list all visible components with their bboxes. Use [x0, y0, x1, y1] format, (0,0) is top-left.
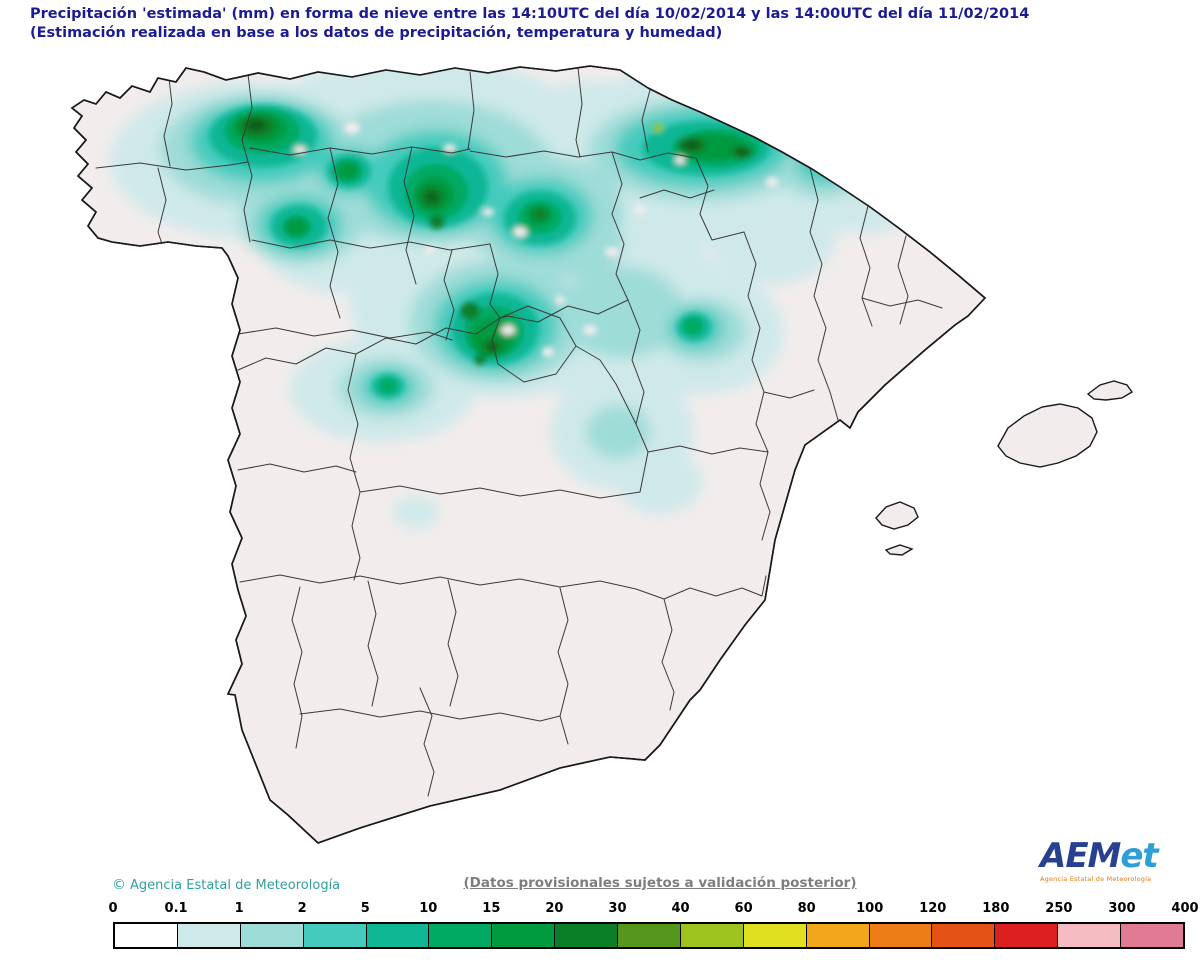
legend-segment: [115, 924, 177, 947]
precip-region-0: [444, 144, 456, 152]
legend-segment: [868, 924, 932, 947]
provisional-note: (Datos provisionales sujetos a validació…: [463, 875, 857, 891]
color-scale-ticks: 0 0.1 1 2 5 10 15 20 30 40 60 80 100 120 180 250 300 400: [108, 901, 1198, 918]
precip-region-0: [294, 146, 306, 154]
legend-tick-label: 120: [919, 901, 947, 916]
precip-region-0.1-1: [710, 200, 834, 284]
legend-tick-label: 10: [419, 901, 438, 916]
legend-tick-label: 5: [360, 901, 370, 916]
precip-region-0: [675, 156, 685, 164]
legend-segment: [742, 924, 806, 947]
legend-tick-label: 80: [797, 901, 816, 916]
precip-region-0: [501, 325, 515, 335]
island-ibiza: [875, 501, 919, 530]
aemet-logo-text: AEMet: [1040, 838, 1196, 874]
legend-segment: [365, 924, 429, 947]
aemet-logo-main: AEM: [1040, 836, 1121, 876]
precip-region-20-30-core: [487, 343, 497, 351]
precip-region-0: [634, 205, 646, 215]
legend-tick-label: 40: [671, 901, 690, 916]
legend-tick-label: 250: [1045, 901, 1073, 916]
precip-region-20-30-core: [247, 119, 265, 131]
legend-segment: [1057, 924, 1120, 947]
precip-region-10-15: [379, 378, 397, 394]
precip-region-0: [482, 208, 494, 216]
legend-tick-label: 20: [545, 901, 564, 916]
precip-region-1-2: [560, 266, 684, 358]
aemet-logo: AEMet Agencia Estatal de Meteorología: [1040, 838, 1196, 883]
legend-segment: [428, 924, 492, 947]
precip-region-20-30-core: [426, 192, 438, 202]
aemet-logo-subtext: Agencia Estatal de Meteorología: [1040, 875, 1152, 883]
legend-segment: [491, 924, 555, 947]
legend-segment: [931, 924, 995, 947]
precip-region-20-30-core: [684, 140, 700, 150]
legend-tick-label: 2: [297, 901, 307, 916]
legend-segment: [679, 924, 743, 947]
precip-region-15-20: [336, 162, 358, 180]
precip-region-20-30-core: [736, 148, 748, 156]
map-title: Precipitación 'estimada' (mm) en forma d…: [30, 5, 1029, 43]
precip-region-0.1-1: [618, 450, 702, 514]
precip-region-0: [513, 227, 527, 237]
balearic-islands: [875, 380, 1134, 556]
precip-region-20-30: [429, 215, 445, 229]
precip-region-40-60: [653, 124, 663, 132]
legend-segment: [617, 924, 680, 947]
precip-region-0: [605, 247, 619, 257]
precip-region-20-30: [460, 302, 480, 320]
legend-tick-label: 300: [1108, 901, 1136, 916]
precip-region-20-30: [533, 208, 547, 220]
precip-region-0: [542, 347, 554, 357]
legend-tick-label: 100: [856, 901, 884, 916]
legend-segment: [302, 924, 366, 947]
precip-region-0: [766, 177, 778, 187]
precip-region-0: [424, 246, 436, 254]
precip-region-0: [555, 296, 565, 304]
legend-tick-label: 0.1: [164, 901, 188, 916]
legend-tick-label: 60: [734, 901, 753, 916]
precip-region-10-15: [683, 317, 703, 335]
precip-region-20-30: [474, 355, 486, 365]
copyright-text: © Agencia Estatal de Meteorología: [112, 877, 340, 893]
legend-tick-label: 180: [982, 901, 1010, 916]
map-title-line1: Precipitación 'estimada' (mm) en forma d…: [30, 6, 1030, 22]
legend-segment: [239, 924, 303, 947]
legend-tick-label: 400: [1171, 901, 1199, 916]
island-mallorca: [997, 403, 1098, 468]
precip-region-1-2: [586, 405, 650, 459]
legend-segment: [805, 924, 869, 947]
island-menorca: [1086, 380, 1134, 401]
precip-region-15-20: [285, 218, 307, 236]
legend-segment: [994, 924, 1058, 947]
precipitation-layer: [110, 66, 920, 529]
legend-segment: [176, 924, 240, 947]
island-formentera: [884, 544, 914, 556]
color-scale-bar: [113, 922, 1185, 949]
legend-tick-label: 15: [482, 901, 501, 916]
copyright-label: Agencia Estatal de Meteorología: [130, 878, 341, 893]
legend-tick-label: 1: [234, 901, 244, 916]
legend-tick-label: 0: [108, 901, 118, 916]
precip-region-1-2: [774, 134, 870, 198]
legend-segment: [554, 924, 617, 947]
spain-coastline: [71, 65, 986, 844]
legend-segment: [1120, 924, 1183, 947]
precip-region-0: [583, 325, 597, 335]
precip-region-0: [344, 122, 360, 134]
province-borders: [95, 67, 943, 797]
map-title-line2: (Estimación realizada en base a los dato…: [30, 25, 723, 41]
copyright-icon: ©: [112, 877, 126, 893]
aemet-logo-tail: et: [1120, 836, 1158, 876]
precip-region-0.1-1: [394, 495, 438, 529]
legend-tick-label: 30: [608, 901, 627, 916]
